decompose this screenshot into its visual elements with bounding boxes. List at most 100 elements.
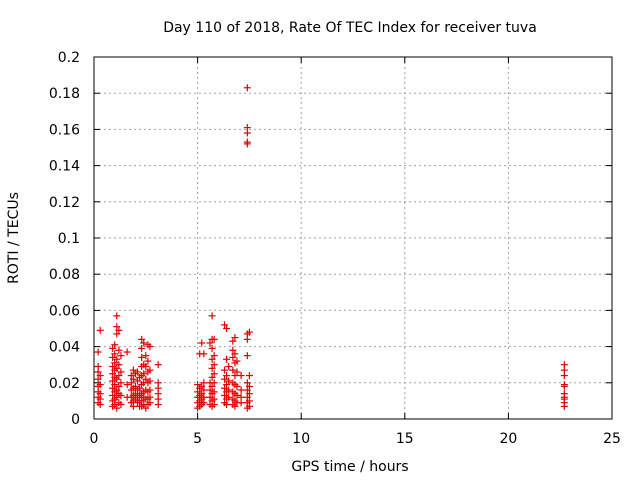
data-point [115, 346, 123, 354]
data-point [123, 348, 131, 356]
data-point [146, 386, 154, 394]
data-point [221, 366, 229, 374]
data-point [142, 404, 150, 412]
data-point [198, 339, 206, 347]
data-point [127, 372, 135, 380]
data-point [210, 401, 218, 409]
data-point [115, 326, 123, 334]
data-point [560, 372, 568, 380]
data-point [109, 363, 117, 371]
data-points [94, 84, 568, 412]
data-point [245, 402, 253, 410]
data-point [245, 328, 253, 336]
data-point [113, 393, 121, 401]
x-tick-label: 25 [603, 431, 621, 447]
data-point [225, 393, 233, 401]
data-point [237, 399, 245, 407]
data-point [208, 355, 216, 363]
data-point [208, 344, 216, 352]
data-point [210, 361, 218, 369]
y-tick-label: 0.1 [58, 231, 80, 247]
data-point [129, 402, 137, 410]
data-point [243, 129, 251, 137]
data-point [206, 386, 214, 394]
data-point [134, 368, 142, 376]
data-point [245, 382, 253, 390]
data-point [243, 84, 251, 92]
data-point [200, 386, 208, 394]
data-point [109, 384, 117, 392]
data-point [245, 372, 253, 380]
data-point [111, 401, 119, 409]
data-point [223, 372, 231, 380]
data-point [94, 375, 102, 383]
data-point [221, 391, 229, 399]
data-point [109, 370, 117, 378]
data-point [117, 391, 125, 399]
x-axis-label: GPS time / hours [291, 459, 408, 475]
data-point [154, 401, 162, 409]
y-tick-label: 0.2 [58, 50, 80, 66]
data-point [210, 370, 218, 378]
y-tick-label: 0.04 [49, 340, 80, 356]
data-point [223, 325, 231, 332]
y-tick-label: 0.16 [49, 122, 80, 138]
data-point [245, 390, 253, 398]
axis-ticks: 0 5 10 15 20 25 0 0.02 0.04 0.06 0.08 0.1 0.12 0.14 0.… [49, 50, 621, 447]
data-point [233, 357, 241, 365]
data-point [109, 377, 117, 385]
data-point [194, 381, 202, 389]
data-point [221, 375, 229, 383]
data-point [142, 363, 150, 371]
data-point [96, 381, 104, 389]
x-tick-label: 0 [90, 431, 99, 447]
data-point [233, 382, 241, 390]
data-point [111, 341, 119, 349]
data-point [138, 353, 146, 361]
y-tick-label: 0.18 [49, 86, 80, 102]
y-tick-label: 0.08 [49, 267, 80, 283]
data-point [243, 140, 251, 148]
data-point [560, 382, 568, 390]
y-tick-label: 0.06 [49, 303, 80, 319]
data-point [154, 361, 162, 369]
data-point [243, 335, 251, 343]
data-point [210, 388, 218, 396]
data-point [237, 372, 245, 380]
data-point [117, 379, 125, 387]
grid [94, 57, 612, 419]
x-tick-label: 5 [193, 431, 202, 447]
data-point [142, 352, 150, 360]
chart-title: Day 110 of 2018, Rate Of TEC Index for r… [163, 20, 537, 36]
data-point [115, 361, 123, 369]
data-point [229, 337, 237, 345]
data-point [113, 364, 121, 372]
x-tick-label: 10 [292, 431, 310, 447]
data-point [221, 384, 229, 392]
data-point [200, 399, 208, 407]
data-point [109, 344, 117, 352]
data-point [117, 352, 125, 360]
x-tick-label: 15 [396, 431, 414, 447]
x-tick-label: 20 [499, 431, 517, 447]
data-point [208, 364, 216, 372]
data-point [233, 368, 241, 376]
data-point [223, 381, 231, 389]
data-point [144, 357, 152, 365]
data-point [560, 402, 568, 410]
data-point [225, 377, 233, 385]
data-point [115, 382, 123, 390]
data-point [225, 363, 233, 371]
data-point [109, 353, 117, 361]
data-point [113, 375, 121, 383]
data-point [243, 386, 251, 394]
data-point [221, 321, 229, 329]
data-point [210, 379, 218, 387]
data-point [206, 339, 214, 347]
data-point [146, 366, 154, 374]
data-point [127, 379, 135, 387]
data-point [208, 373, 216, 381]
data-point [94, 368, 102, 376]
data-point [225, 386, 233, 394]
y-tick-label: 0.12 [49, 195, 80, 211]
